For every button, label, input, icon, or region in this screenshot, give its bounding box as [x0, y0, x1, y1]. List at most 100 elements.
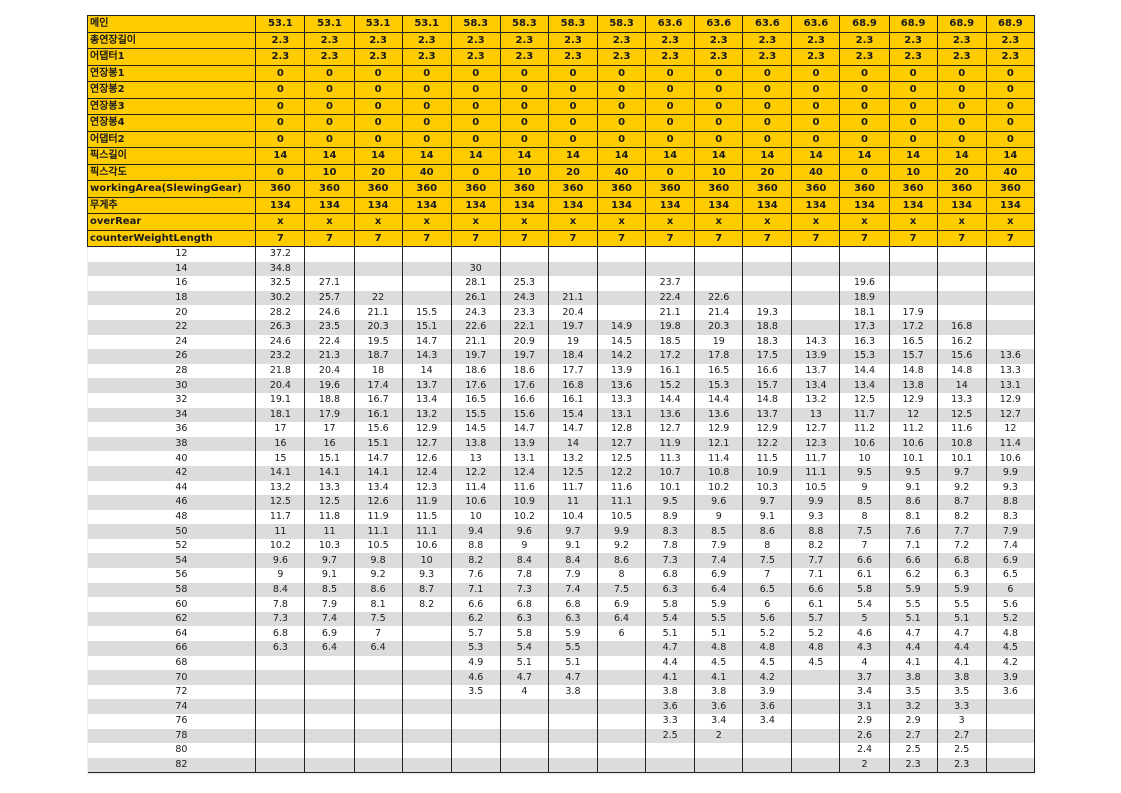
header-cell: 0 [450, 97, 501, 115]
capacity-cell: 7.9 [694, 538, 744, 554]
header-cell: 134 [694, 196, 744, 214]
header-cell: 0 [694, 114, 744, 132]
capacity-cell [694, 261, 744, 277]
capacity-cell: 16.3 [839, 334, 890, 350]
capacity-cell: 19.7 [499, 349, 549, 364]
capacity-cell: 11.4 [985, 436, 1036, 452]
capacity-cell [791, 305, 841, 320]
capacity-cell: 15.4 [547, 407, 599, 423]
capacity-cell: 8.6 [742, 524, 793, 539]
capacity-cell: 9.4 [450, 524, 501, 539]
capacity-cell [596, 743, 647, 758]
header-cell: 14 [255, 147, 306, 165]
load-chart-sheet: 메인 53.1 53.1 53.1 53.1 58.3 58.3 58.3 58.3 63.6 63… [86, 15, 1036, 775]
capacity-cell: 2.5 [936, 743, 987, 758]
capacity-cell: 14.3 [791, 334, 841, 350]
capacity-cell: 4.1 [694, 670, 744, 685]
capacity-cell: 11.1 [791, 465, 841, 481]
capacity-cell: 22.4 [645, 290, 696, 306]
capacity-cell: 7 [353, 626, 403, 642]
header-cell: 2.3 [450, 48, 501, 66]
capacity-cell [304, 714, 355, 729]
capacity-cell: 15.5 [450, 407, 501, 423]
capacity-cell: 19 [547, 334, 599, 350]
capacity-cell [888, 276, 938, 291]
header-cell: 0 [742, 64, 793, 82]
capacity-cell: 15.1 [353, 436, 403, 452]
header-cell: 0 [596, 130, 647, 148]
header-cell: 14 [499, 147, 549, 165]
capacity-cell: 24.3 [450, 305, 501, 320]
capacity-cell: 34.8 [255, 261, 306, 277]
capacity-cell: 9.3 [791, 509, 841, 525]
capacity-cell: 2.9 [888, 714, 938, 729]
header-cell: 0 [742, 114, 793, 132]
capacity-cell [985, 743, 1036, 758]
capacity-cell [742, 290, 793, 306]
capacity-cell: 11.7 [839, 407, 890, 423]
capacity-cell: 8.6 [353, 582, 403, 598]
capacity-cell: 4.8 [742, 641, 793, 656]
capacity-cell: 5.2 [742, 626, 793, 642]
capacity-cell: 12.1 [694, 436, 744, 452]
header-cell: 0 [304, 81, 355, 99]
capacity-cell [353, 670, 403, 685]
capacity-cell: 17.8 [694, 349, 744, 364]
header-cell: 0 [547, 130, 599, 148]
header-cell: 0 [450, 64, 501, 82]
header-cell: 0 [596, 81, 647, 99]
capacity-cell: 5.6 [742, 611, 793, 627]
capacity-cell [499, 714, 549, 729]
capacity-cell: 12.4 [401, 465, 452, 481]
capacity-cell: 10 [839, 451, 890, 466]
radius-cell: 30 [87, 378, 257, 393]
capacity-cell: 12.3 [791, 436, 841, 452]
capacity-cell: 5.5 [547, 641, 599, 656]
capacity-cell: 6.8 [547, 597, 599, 612]
capacity-cell [304, 699, 355, 714]
capacity-cell: 13.6 [694, 407, 744, 423]
header-cell: 0 [985, 81, 1036, 99]
capacity-cell: 25.3 [499, 276, 549, 291]
header-cell: 2.3 [547, 31, 599, 49]
capacity-cell: 13.3 [936, 392, 987, 408]
capacity-cell [304, 670, 355, 685]
capacity-cell [791, 261, 841, 277]
capacity-cell: 13.4 [791, 378, 841, 393]
capacity-cell: 8.3 [645, 524, 696, 539]
capacity-cell: 7.3 [255, 611, 306, 627]
capacity-cell [353, 699, 403, 714]
header-cell: 7 [255, 229, 306, 247]
header-label: 연장봉2 [86, 81, 257, 99]
capacity-cell: 12.9 [742, 422, 793, 437]
capacity-cell [596, 305, 647, 320]
capacity-cell [596, 641, 647, 656]
capacity-cell: 8.2 [401, 597, 452, 612]
capacity-cell: 10.6 [839, 436, 890, 452]
capacity-cell: 5.1 [547, 655, 599, 671]
header-cell: 0 [839, 163, 890, 181]
capacity-cell: 16.6 [742, 363, 793, 379]
header-cell: 7 [547, 229, 599, 247]
header-cell: 0 [499, 97, 549, 115]
header-cell: 0 [401, 114, 452, 132]
capacity-cell: 4.7 [547, 670, 599, 685]
header-cell: 0 [499, 114, 549, 132]
capacity-cell [742, 757, 793, 774]
header-cell: 2.3 [839, 31, 890, 49]
header-cell: 2.3 [985, 48, 1036, 66]
capacity-cell [401, 641, 452, 656]
capacity-cell: 22.6 [450, 319, 501, 335]
capacity-cell: 8.2 [791, 538, 841, 554]
radius-cell: 64 [87, 626, 257, 642]
capacity-cell: 18.9 [839, 290, 890, 306]
header-cell: x [645, 213, 696, 231]
capacity-cell: 21.1 [645, 305, 696, 320]
capacity-cell: 5.8 [839, 582, 890, 598]
capacity-cell [255, 714, 306, 729]
capacity-cell [304, 728, 355, 744]
header-cell: 360 [645, 180, 696, 198]
header-cell: 0 [791, 114, 841, 132]
header-row: 어댑터2 0 0 0 0 0 0 0 0 0 0 0 0 0 0 0 0 [86, 130, 1036, 148]
capacity-cell: 8.4 [499, 553, 549, 569]
